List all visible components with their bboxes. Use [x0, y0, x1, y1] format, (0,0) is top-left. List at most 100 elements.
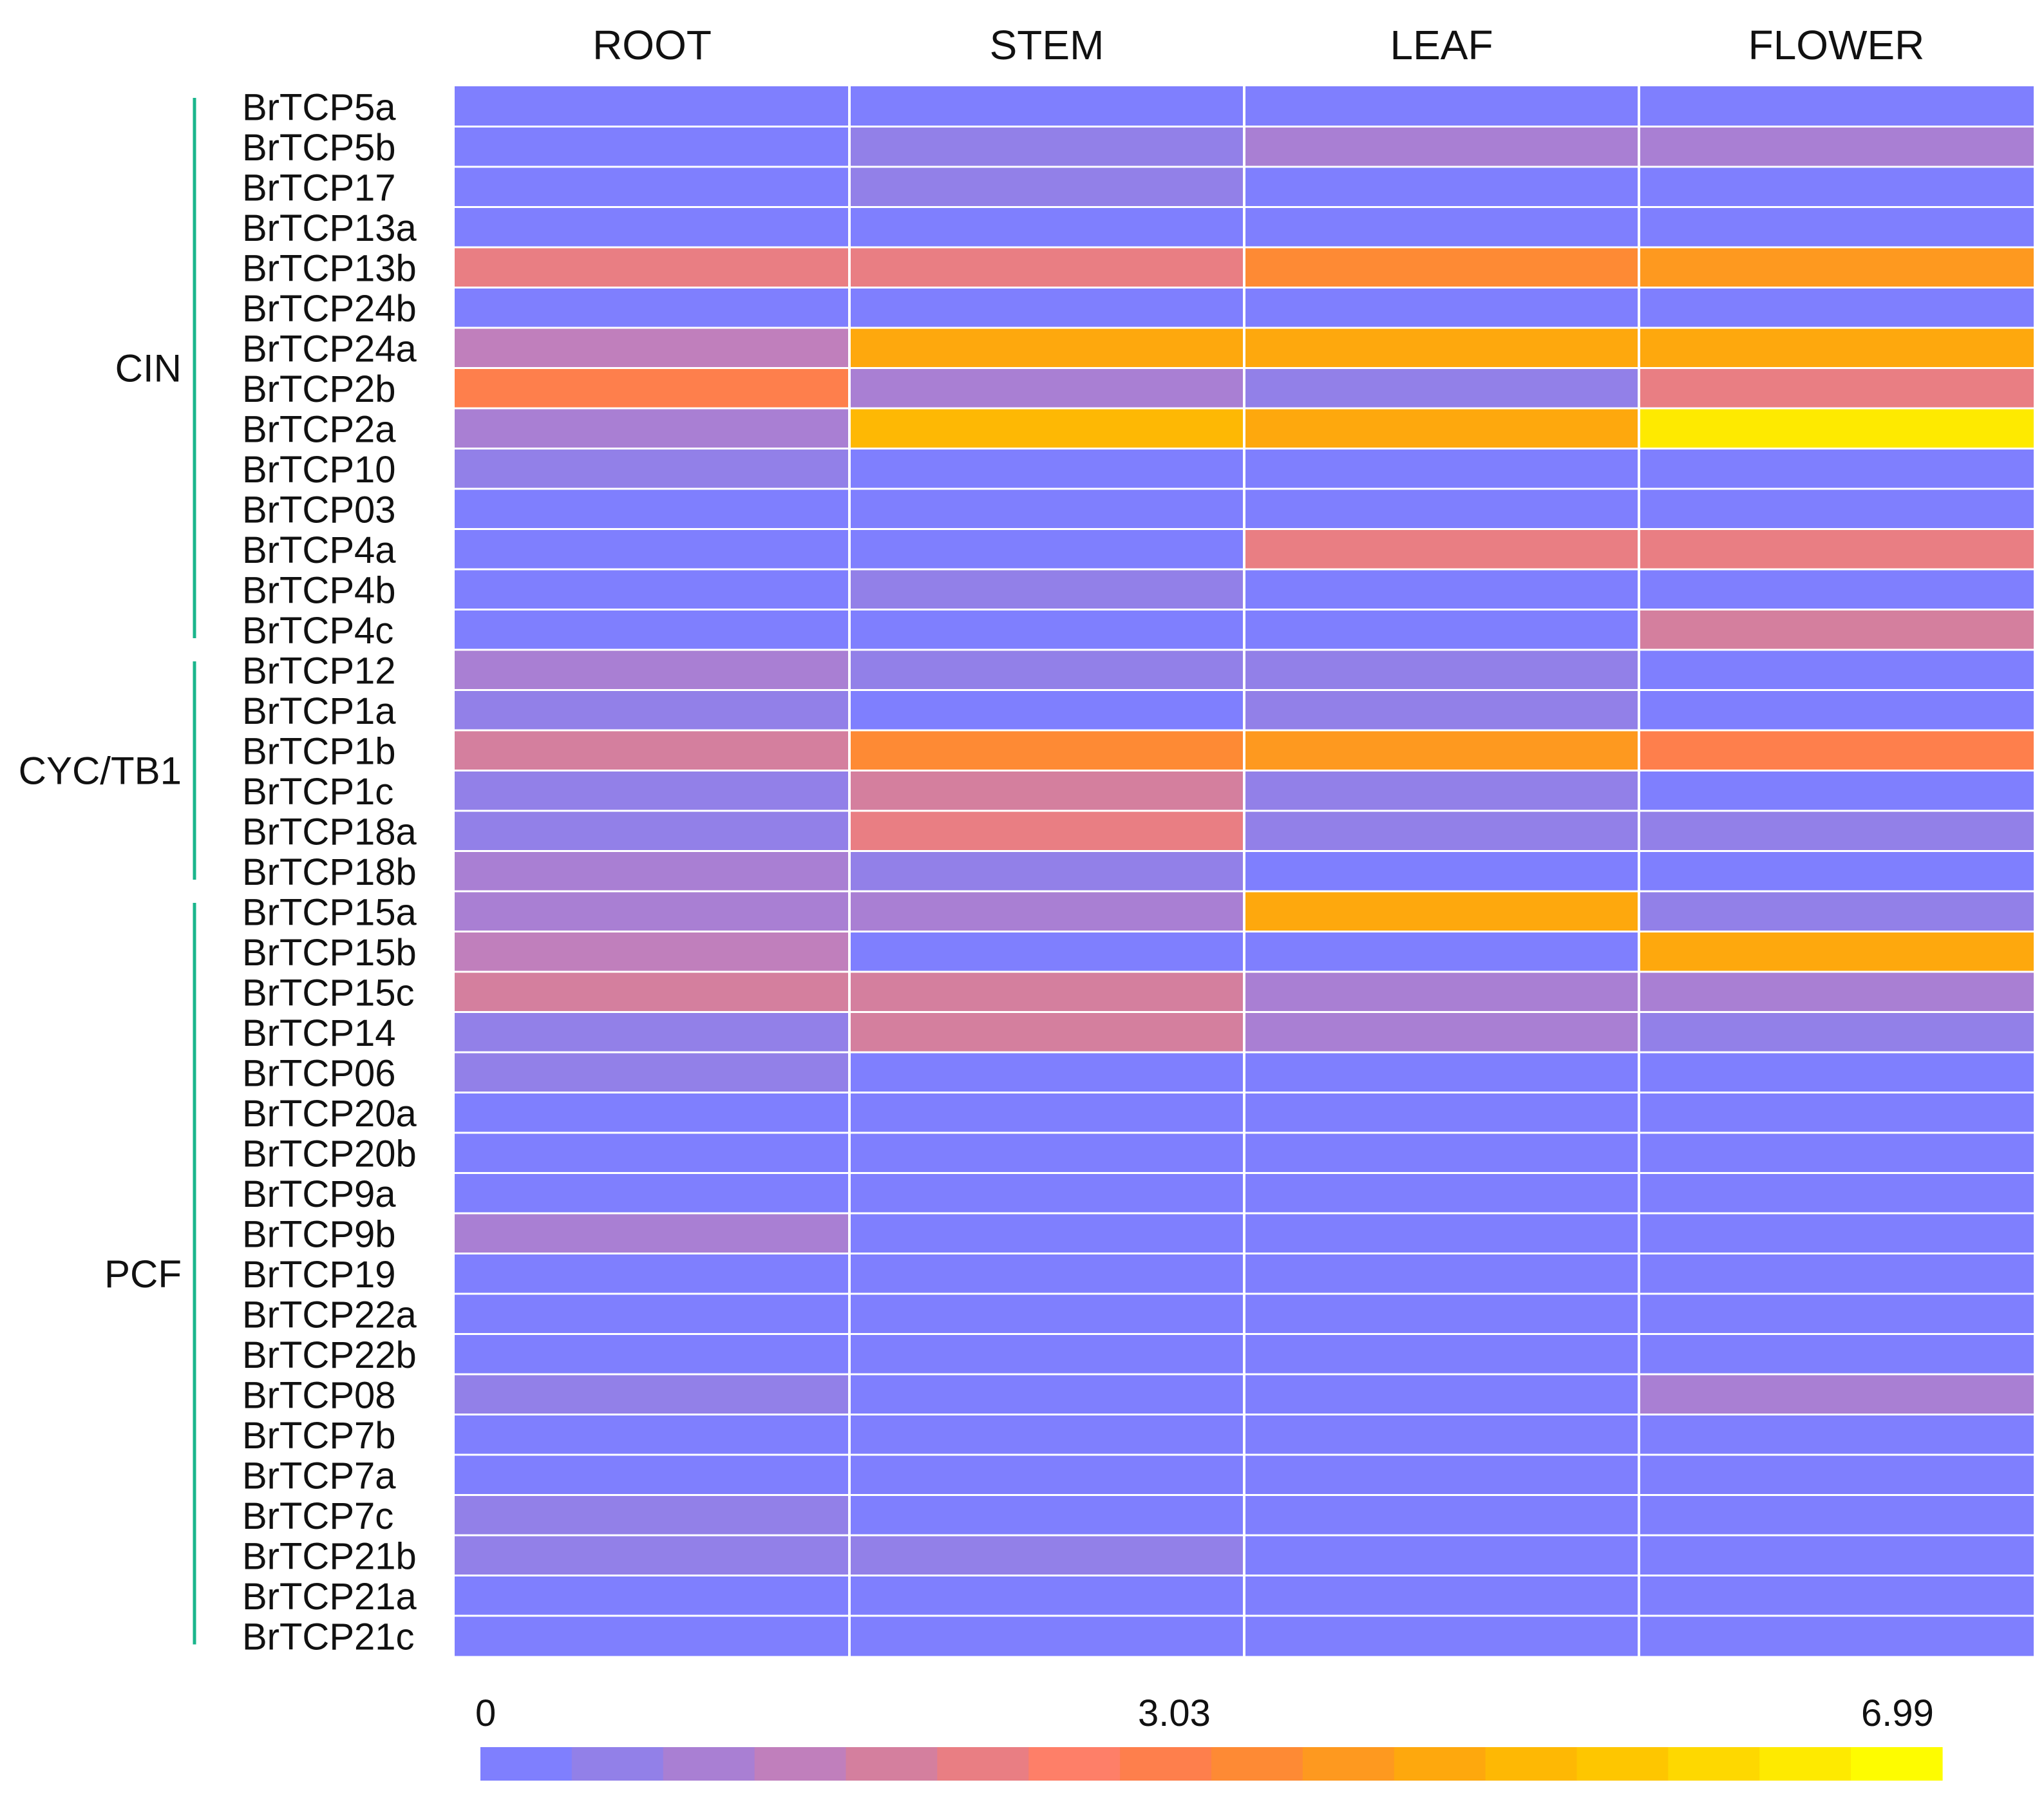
heatmap-cell: [1639, 126, 2034, 167]
gene-label: BrTCP9a: [242, 1173, 396, 1215]
heatmap-cell: [1639, 650, 2034, 690]
gene-label: BrTCP13a: [242, 207, 417, 249]
heatmap-cell: [849, 972, 1244, 1012]
heatmap-cell: [455, 247, 849, 288]
heatmap-cell: [455, 851, 849, 891]
heatmap-cell: [1244, 126, 1639, 167]
gene-label: BrTCP15a: [242, 891, 417, 933]
color-scale-bar: [480, 1747, 1943, 1781]
heatmap-cell: [849, 811, 1244, 851]
scale-min-label: 0: [475, 1692, 496, 1734]
heatmap-cell: [1639, 730, 2034, 771]
color-scale-swatch: [1576, 1747, 1669, 1781]
gene-label: BrTCP2a: [242, 408, 396, 450]
heatmap-cell: [849, 408, 1244, 449]
heatmap-cell: [1244, 408, 1639, 449]
heatmap-cells: [455, 86, 2034, 1656]
heatmap-cell: [849, 448, 1244, 489]
heatmap-cell: [1244, 1495, 1639, 1535]
heatmap-cell: [1639, 207, 2034, 247]
heatmap-cell: [849, 770, 1244, 811]
color-scale-swatch: [1211, 1747, 1303, 1781]
heatmap-cell: [1639, 1414, 2034, 1455]
heatmap-cell: [455, 86, 849, 127]
scale-mid-label: 3.03: [1138, 1692, 1211, 1734]
heatmap-cell: [1639, 1133, 2034, 1173]
heatmap-cell: [1639, 1173, 2034, 1213]
heatmap-cell: [1244, 1092, 1639, 1133]
heatmap-cell: [455, 770, 849, 811]
gene-label: BrTCP21b: [242, 1535, 417, 1577]
gene-label: BrTCP1b: [242, 730, 396, 772]
heatmap-cell: [1639, 529, 2034, 569]
heatmap-cell: [849, 1052, 1244, 1093]
heatmap-cell: [1244, 368, 1639, 408]
gene-label: BrTCP22b: [242, 1334, 417, 1376]
heatmap-cell: [1244, 529, 1639, 569]
heatmap-cell: [1244, 891, 1639, 932]
heatmap-cell: [455, 1012, 849, 1052]
color-scale-swatch: [663, 1747, 755, 1781]
gene-label: BrTCP15b: [242, 932, 417, 974]
heatmap-cell: [1639, 1495, 2034, 1535]
heatmap-cell: [1244, 972, 1639, 1012]
gene-label: BrTCP7a: [242, 1455, 396, 1497]
gene-labels: BrTCP5aBrTCP5bBrTCP17BrTCP13aBrTCP13bBrT…: [242, 86, 417, 1658]
heatmap-cell: [849, 86, 1244, 127]
heatmap-cell: [849, 569, 1244, 610]
heatmap-cell: [849, 690, 1244, 730]
gene-label: BrTCP22a: [242, 1294, 417, 1336]
gene-label: BrTCP5b: [242, 127, 396, 169]
heatmap-cell: [1244, 851, 1639, 891]
heatmap-cell: [1244, 1052, 1639, 1093]
heatmap-cell: [455, 1213, 849, 1254]
heatmap-cell: [455, 609, 849, 650]
heatmap-cell: [455, 1334, 849, 1374]
gene-label: BrTCP10: [242, 449, 396, 491]
gene-label: BrTCP14: [242, 1012, 396, 1054]
color-scale-swatch: [1851, 1747, 1943, 1781]
heatmap-cell: [849, 891, 1244, 932]
heatmap-cell: [849, 1334, 1244, 1374]
heatmap-cell: [1244, 1133, 1639, 1173]
group-label: CIN: [115, 347, 182, 390]
heatmap-cell: [455, 368, 849, 408]
heatmap-cell: [1639, 609, 2034, 650]
heatmap-cell: [1639, 1616, 2034, 1656]
heatmap-cell: [455, 972, 849, 1012]
heatmap-cell: [455, 650, 849, 690]
gene-label: BrTCP21c: [242, 1616, 415, 1658]
heatmap-cell: [1244, 931, 1639, 972]
heatmap-cell: [1639, 408, 2034, 449]
heatmap-cell: [1244, 1575, 1639, 1616]
column-label: FLOWER: [1748, 22, 1925, 68]
gene-label: BrTCP2b: [242, 368, 396, 410]
heatmap-cell: [849, 167, 1244, 207]
column-labels: ROOT STEM LEAF FLOWER: [592, 22, 1924, 68]
heatmap-cell: [455, 328, 849, 368]
heatmap-cell: [455, 1294, 849, 1334]
heatmap-cell: [849, 328, 1244, 368]
heatmap-cell: [455, 1414, 849, 1455]
heatmap-cell: [849, 529, 1244, 569]
gene-label: BrTCP06: [242, 1052, 396, 1094]
heatmap-cell: [849, 1374, 1244, 1415]
column-label: ROOT: [592, 22, 712, 68]
heatmap-cell: [1639, 247, 2034, 288]
heatmap-cell: [849, 730, 1244, 771]
heatmap-cell: [1244, 1535, 1639, 1576]
heatmap-cell: [455, 529, 849, 569]
heatmap-cell: [455, 448, 849, 489]
group-label: CYC/TB1: [19, 750, 182, 793]
heatmap-cell: [1639, 851, 2034, 891]
heatmap-cell: [1639, 1535, 2034, 1576]
cell-grid-lines: [455, 86, 2034, 1656]
heatmap-cell: [1244, 287, 1639, 328]
heatmap-cell: [1639, 86, 2034, 127]
heatmap-cell: [1639, 931, 2034, 972]
heatmap-cell: [1639, 489, 2034, 529]
color-scale-swatch: [1394, 1747, 1486, 1781]
color-scale-swatch: [1668, 1747, 1760, 1781]
heatmap-cell: [1244, 1012, 1639, 1052]
heatmap-cell: [849, 1575, 1244, 1616]
